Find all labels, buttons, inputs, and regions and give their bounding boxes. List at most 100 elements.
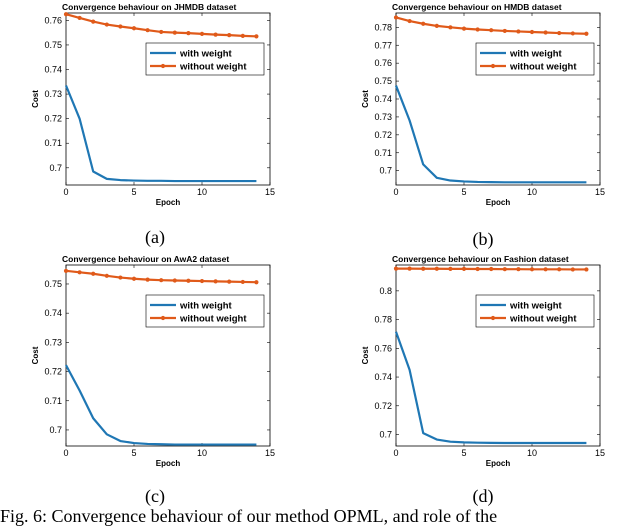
x-tick-label: 15 — [265, 448, 275, 458]
x-tick-label: 10 — [197, 187, 207, 197]
legend-entry: without weight — [509, 314, 577, 325]
x-tick-label: 0 — [393, 187, 398, 197]
data-point-without-weight — [104, 22, 109, 27]
data-point-without-weight — [91, 271, 96, 276]
data-point-without-weight — [254, 34, 259, 39]
y-axis-label: Cost — [361, 90, 370, 108]
y-tick-label: 0.8 — [379, 286, 392, 296]
x-axis-label: Epoch — [156, 459, 181, 468]
x-tick-label: 5 — [131, 187, 136, 197]
data-point-without-weight — [516, 267, 521, 272]
x-tick-label: 5 — [131, 448, 136, 458]
legend-box — [145, 42, 265, 76]
y-tick-label: 0.72 — [44, 114, 62, 124]
y-axis-label: Cost — [31, 90, 40, 108]
legend-marker — [490, 63, 496, 69]
y-tick-label: 0.78 — [374, 22, 392, 32]
series-line-with-weight — [394, 331, 587, 445]
legend-entry: without weight — [509, 62, 577, 73]
y-tick-label: 0.77 — [374, 40, 392, 50]
panel-label: (c) — [145, 486, 165, 506]
data-point-without-weight — [213, 279, 218, 284]
x-tick-label: 0 — [63, 187, 68, 197]
data-point-without-weight — [584, 31, 589, 36]
figure-caption: Fig. 6: Convergence behaviour of our met… — [0, 506, 498, 526]
data-point-without-weight — [502, 267, 507, 272]
y-tick-label: 0.76 — [44, 15, 62, 25]
y-tick-label: 0.74 — [44, 308, 62, 318]
data-point-without-weight — [448, 266, 453, 271]
chart-panel-3: 0 5 10 15 0.7 0.71 0.72 0.73 0.74 0.75 Epoch Cost Co… — [31, 254, 275, 506]
data-point-without-weight — [461, 266, 467, 271]
data-point-without-weight — [77, 15, 82, 21]
y-tick-label: 0.72 — [374, 401, 392, 411]
data-point-without-weight — [543, 30, 548, 35]
data-point-without-weight — [502, 28, 507, 34]
y-axis-label: Cost — [31, 346, 40, 364]
figure-canvas: 0 5 10 150.70.710.720.730.740.750.76EpochCo… — [31, 2, 605, 506]
data-point-without-weight — [407, 266, 412, 271]
data-point-without-weight — [570, 267, 575, 272]
plot-area — [395, 264, 601, 447]
data-point-without-weight — [529, 267, 535, 272]
y-axis-label: Cost — [361, 346, 370, 364]
panel-label: (a) — [145, 227, 165, 248]
y-tick-label: 0.7 — [379, 166, 392, 176]
y-tick-label: 0.75 — [374, 76, 392, 86]
data-point-without-weight — [240, 279, 245, 285]
y-tick-label: 0.71 — [374, 148, 392, 158]
legend-marker — [160, 63, 166, 69]
data-point-without-weight — [213, 32, 218, 37]
chart-panel-4: 0 5 10 15 0.7 0.72 0.74 0.76 0.78 0.8 Epoch Cost Con… — [361, 254, 605, 506]
plot-area — [395, 12, 601, 186]
data-point-without-weight — [91, 19, 96, 24]
data-point-without-weight — [118, 275, 123, 280]
chart-title: Convergence behaviour on HMDB dataset — [392, 2, 562, 12]
y-tick-label: 0.7 — [49, 163, 62, 173]
plot-area — [65, 264, 271, 447]
data-point-without-weight — [131, 276, 137, 281]
data-point-without-weight — [172, 278, 177, 283]
chart-title: Convergence behaviour on JHMDB dataset — [62, 2, 236, 12]
data-point-without-weight — [584, 267, 589, 272]
data-point-without-weight — [421, 266, 426, 271]
data-point-without-weight — [186, 31, 191, 36]
data-point-without-weight — [393, 15, 399, 20]
data-point-without-weight — [448, 25, 453, 30]
y-tick-label: 0.74 — [44, 65, 62, 75]
y-tick-label: 0.73 — [44, 89, 62, 99]
x-tick-label: 10 — [527, 448, 537, 458]
data-point-without-weight — [63, 268, 69, 273]
data-point-without-weight — [131, 26, 137, 31]
y-tick-label: 0.73 — [44, 337, 62, 347]
x-tick-label: 5 — [461, 448, 466, 458]
data-point-without-weight — [227, 33, 232, 38]
data-point-without-weight — [254, 280, 259, 285]
legend-marker — [490, 315, 496, 321]
chart-panel-2: 0 5 10 15 0.7 0.71 0.72 0.73 0.74 0.75 0.76 0.77 0.7… — [361, 2, 605, 250]
data-point-without-weight — [118, 24, 123, 29]
legend-entry: with weight — [509, 301, 563, 312]
x-axis-label: Epoch — [486, 459, 511, 468]
chart-title: Convergence behaviour on AwA2 dataset — [62, 254, 229, 264]
panel-label: (d) — [473, 486, 494, 506]
y-tick-label: 0.74 — [374, 94, 392, 104]
x-tick-label: 0 — [393, 448, 398, 458]
data-point-without-weight — [489, 28, 494, 33]
data-point-without-weight — [475, 266, 480, 272]
data-point-without-weight — [393, 266, 399, 271]
data-point-without-weight — [199, 278, 205, 284]
y-tick-label: 0.74 — [374, 372, 392, 382]
x-tick-label: 10 — [197, 448, 207, 458]
y-tick-label: 0.78 — [374, 315, 392, 325]
data-point-without-weight — [489, 266, 494, 272]
legend-marker — [160, 315, 166, 321]
data-point-without-weight — [407, 18, 412, 24]
series-line-with-weight — [65, 364, 257, 446]
data-point-without-weight — [104, 273, 109, 278]
chart-panel-1: 0 5 10 15 0.7 0.71 0.72 0.73 0.74 0.75 0.76 Epoch Co… — [31, 2, 275, 248]
data-point-without-weight — [557, 30, 562, 36]
data-point-without-weight — [172, 30, 177, 35]
data-point-without-weight — [461, 26, 467, 31]
y-tick-label: 0.76 — [374, 58, 392, 68]
